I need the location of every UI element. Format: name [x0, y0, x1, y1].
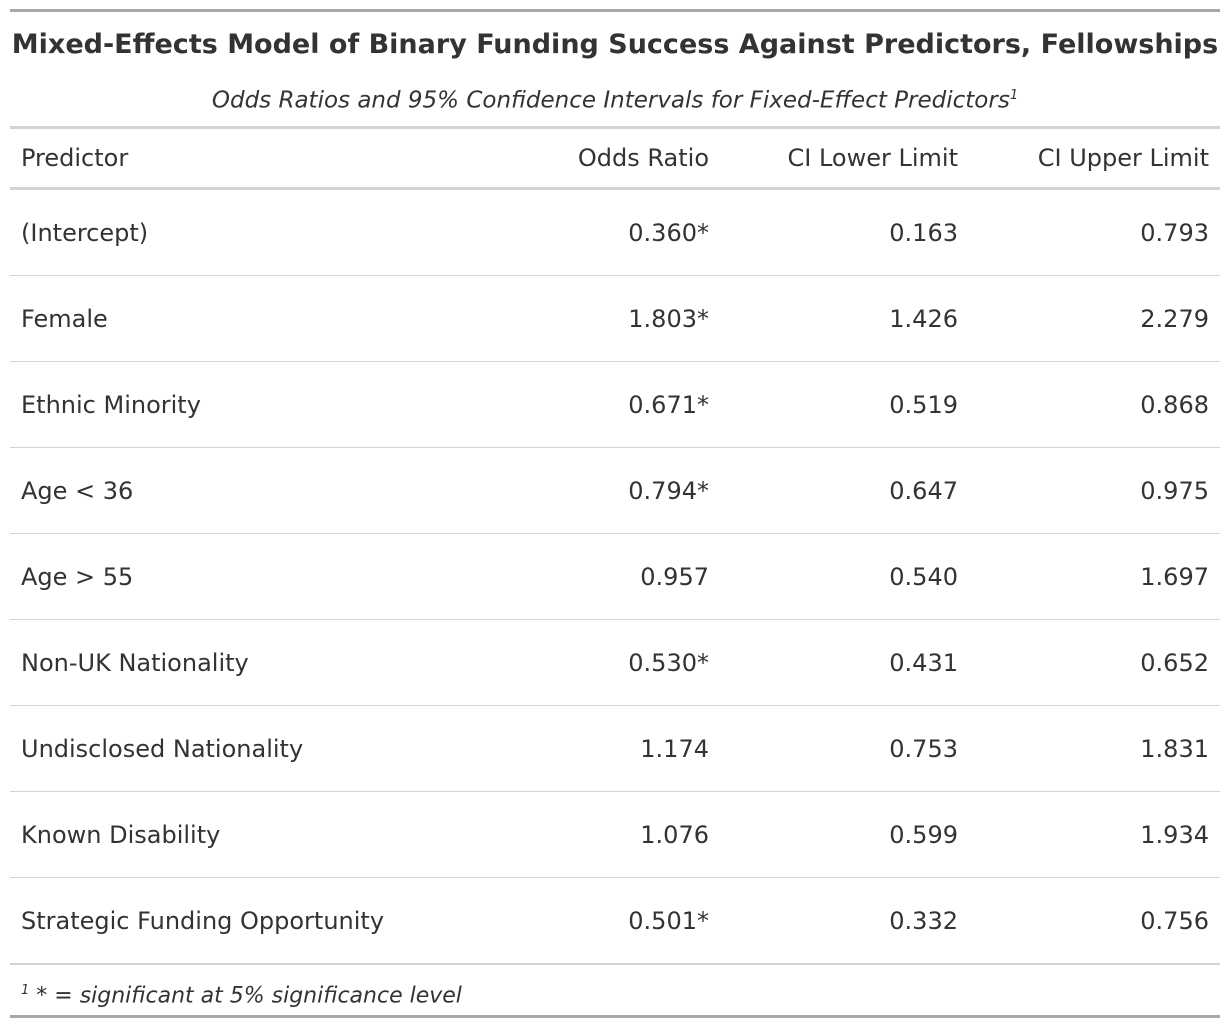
cell: 0.793 [969, 188, 1220, 276]
column-header: Odds Ratio [470, 129, 720, 190]
row-label: Ethnic Minority [10, 361, 470, 448]
cell: 0.163 [720, 188, 969, 276]
table-row: Non-UK Nationality 0.530* 0.431 0.652 [10, 619, 1220, 706]
row-label: Known Disability [10, 791, 470, 878]
row-label: Undisclosed Nationality [10, 705, 470, 792]
table-row: (Intercept) 0.360* 0.163 0.793 [10, 188, 1220, 276]
footnote-marker: 1 [1009, 88, 1019, 103]
row-label: Age > 55 [10, 533, 470, 620]
cell: 1.697 [969, 533, 1220, 620]
cell: 0.753 [720, 705, 969, 792]
cell: 1.076 [470, 791, 720, 878]
table-row: Known Disability 1.076 0.599 1.934 [10, 791, 1220, 878]
cell: 1.934 [969, 791, 1220, 878]
cell: 0.957 [470, 533, 720, 620]
column-header: CI Upper Limit [969, 129, 1220, 190]
footnote-row: 1 * = significant at 5% significance lev… [10, 964, 1220, 1018]
row-label: Age < 36 [10, 447, 470, 534]
cell: 0.868 [969, 361, 1220, 448]
cell: 0.652 [969, 619, 1220, 706]
header-row: Predictor Odds Ratio CI Lower Limit CI Uppe… [10, 129, 1220, 190]
cell: 0.360* [470, 188, 720, 276]
cell: 0.647 [720, 447, 969, 534]
row-label: Non-UK Nationality [10, 619, 470, 706]
row-label: Female [10, 275, 470, 362]
cell: 0.332 [720, 877, 969, 964]
table-title: Mixed-Effects Model of Binary Funding Su… [11, 29, 1219, 60]
table-row: Undisclosed Nationality 1.174 0.753 1.831 [10, 705, 1220, 792]
row-label: Strategic Funding Opportunity [10, 877, 470, 964]
column-header: CI Lower Limit [720, 129, 969, 190]
cell: 0.599 [720, 791, 969, 878]
cell: 0.794* [470, 447, 720, 534]
cell: 0.431 [720, 619, 969, 706]
cell: 0.671* [470, 361, 720, 448]
cell: 2.279 [969, 275, 1220, 362]
cell: 0.756 [969, 877, 1220, 964]
table-subtitle: Odds Ratios and 95% Confidence Intervals… [211, 87, 1010, 114]
cell: 0.501* [470, 877, 720, 964]
row-label: (Intercept) [10, 188, 470, 276]
table-subtitle-row: Odds Ratios and 95% Confidence Intervals… [10, 72, 1220, 129]
table-row: Age < 36 0.794* 0.647 0.975 [10, 447, 1220, 534]
cell: 1.831 [969, 705, 1220, 792]
table-row: Female 1.803* 1.426 2.279 [10, 275, 1220, 362]
footnote: * = significant at 5% significance level [36, 983, 462, 1009]
cell: 0.530* [470, 619, 720, 706]
table-row: Strategic Funding Opportunity 0.501* 0.332… [10, 877, 1220, 964]
data-table: Predictor Odds Ratio CI Lower Limit CI Uppe… [10, 129, 1220, 964]
footnote-marker: 1 [21, 983, 30, 998]
table-container: Mixed-Effects Model of Binary Funding Su… [10, 9, 1220, 1018]
cell: 0.540 [720, 533, 969, 620]
cell: 0.975 [969, 447, 1220, 534]
column-header: Predictor [10, 129, 470, 190]
table-body: (Intercept) 0.360* 0.163 0.793 Female 1.803* 1… [10, 188, 1220, 964]
cell: 1.803* [470, 275, 720, 362]
cell: 0.519 [720, 361, 969, 448]
cell: 1.174 [470, 705, 720, 792]
cell: 1.426 [720, 275, 969, 362]
table-row: Age > 55 0.957 0.540 1.697 [10, 533, 1220, 620]
table-row: Ethnic Minority 0.671* 0.519 0.868 [10, 361, 1220, 448]
